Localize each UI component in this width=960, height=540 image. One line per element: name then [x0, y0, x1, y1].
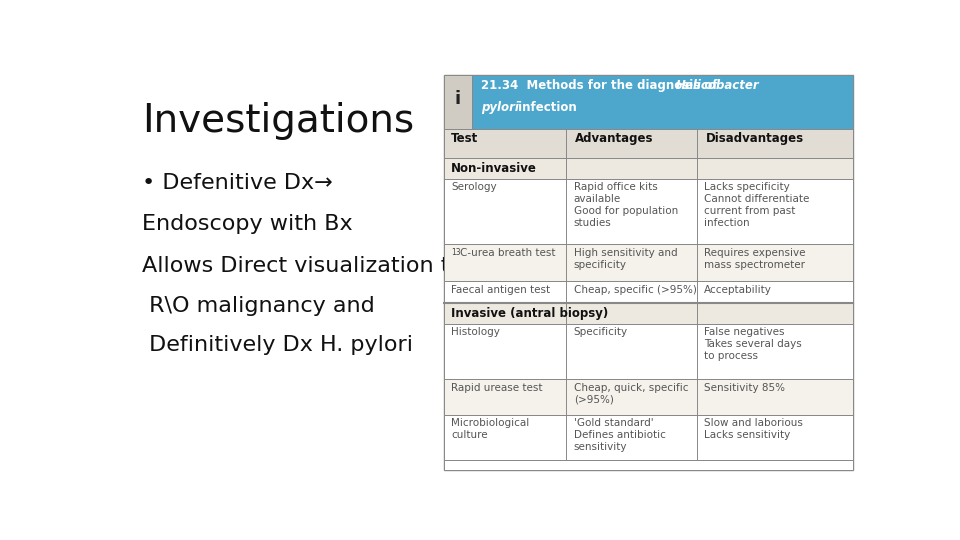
Text: C-urea breath test: C-urea breath test	[460, 248, 556, 258]
Text: Allows Direct visualization to: Allows Direct visualization to	[142, 256, 464, 276]
Text: Test: Test	[451, 132, 478, 145]
Text: Serology: Serology	[451, 183, 496, 192]
Bar	[444, 281, 852, 303]
Text: pylori: pylori	[481, 102, 518, 114]
Text: Disadvantages: Disadvantages	[706, 132, 804, 145]
Text: False negatives
Takes several days
to process: False negatives Takes several days to pr…	[704, 327, 802, 361]
Text: i: i	[455, 90, 461, 108]
Bar	[444, 415, 852, 460]
Text: Microbiological
culture: Microbiological culture	[451, 418, 529, 440]
Bar	[444, 75, 472, 129]
Bar	[444, 179, 852, 244]
Text: Sensitivity 85%: Sensitivity 85%	[704, 383, 785, 393]
Bar	[444, 323, 852, 379]
Bar	[444, 303, 852, 323]
Text: R\O malignancy and: R\O malignancy and	[142, 295, 375, 315]
Text: Invasive (antral biopsy): Invasive (antral biopsy)	[451, 307, 609, 320]
Bar	[444, 460, 852, 470]
Bar	[444, 75, 852, 470]
Text: 'Gold standard'
Defines antibiotic
sensitivity: 'Gold standard' Defines antibiotic sensi…	[574, 418, 665, 453]
Bar	[444, 129, 852, 158]
Text: Slow and laborious
Lacks sensitivity: Slow and laborious Lacks sensitivity	[704, 418, 803, 440]
Text: Definitively Dx H. pylori: Definitively Dx H. pylori	[142, 335, 414, 355]
Text: Histology: Histology	[451, 327, 500, 338]
Text: Investigations: Investigations	[142, 102, 415, 140]
Text: Faecal antigen test: Faecal antigen test	[451, 285, 550, 295]
Text: Rapid office kits
available
Good for population
studies: Rapid office kits available Good for pop…	[574, 183, 678, 228]
Text: Rapid urease test: Rapid urease test	[451, 383, 542, 393]
Text: Requires expensive
mass spectrometer: Requires expensive mass spectrometer	[704, 248, 805, 269]
Text: infection: infection	[514, 102, 576, 114]
Text: Cheap, specific (>95%): Cheap, specific (>95%)	[574, 285, 697, 295]
Text: Advantages: Advantages	[575, 132, 654, 145]
Text: Helicobacter: Helicobacter	[676, 79, 759, 92]
Text: Cheap, quick, specific
(>95%): Cheap, quick, specific (>95%)	[574, 383, 688, 404]
Bar	[444, 244, 852, 281]
Text: 13: 13	[451, 248, 461, 256]
Text: Endoscopy with Bx: Endoscopy with Bx	[142, 214, 353, 234]
Bar	[444, 379, 852, 415]
Text: Specificity: Specificity	[574, 327, 628, 338]
Text: Lacks specificity
Cannot differentiate
current from past
infection: Lacks specificity Cannot differentiate c…	[704, 183, 809, 228]
Text: High sensitivity and
specificity: High sensitivity and specificity	[574, 248, 678, 269]
Bar	[444, 158, 852, 179]
Text: • Defenitive Dx→: • Defenitive Dx→	[142, 173, 333, 193]
Bar	[472, 75, 852, 129]
Text: 21.34  Methods for the diagnosis of: 21.34 Methods for the diagnosis of	[481, 79, 722, 92]
Text: Acceptability: Acceptability	[704, 285, 772, 295]
Text: Non-invasive: Non-invasive	[451, 162, 537, 175]
